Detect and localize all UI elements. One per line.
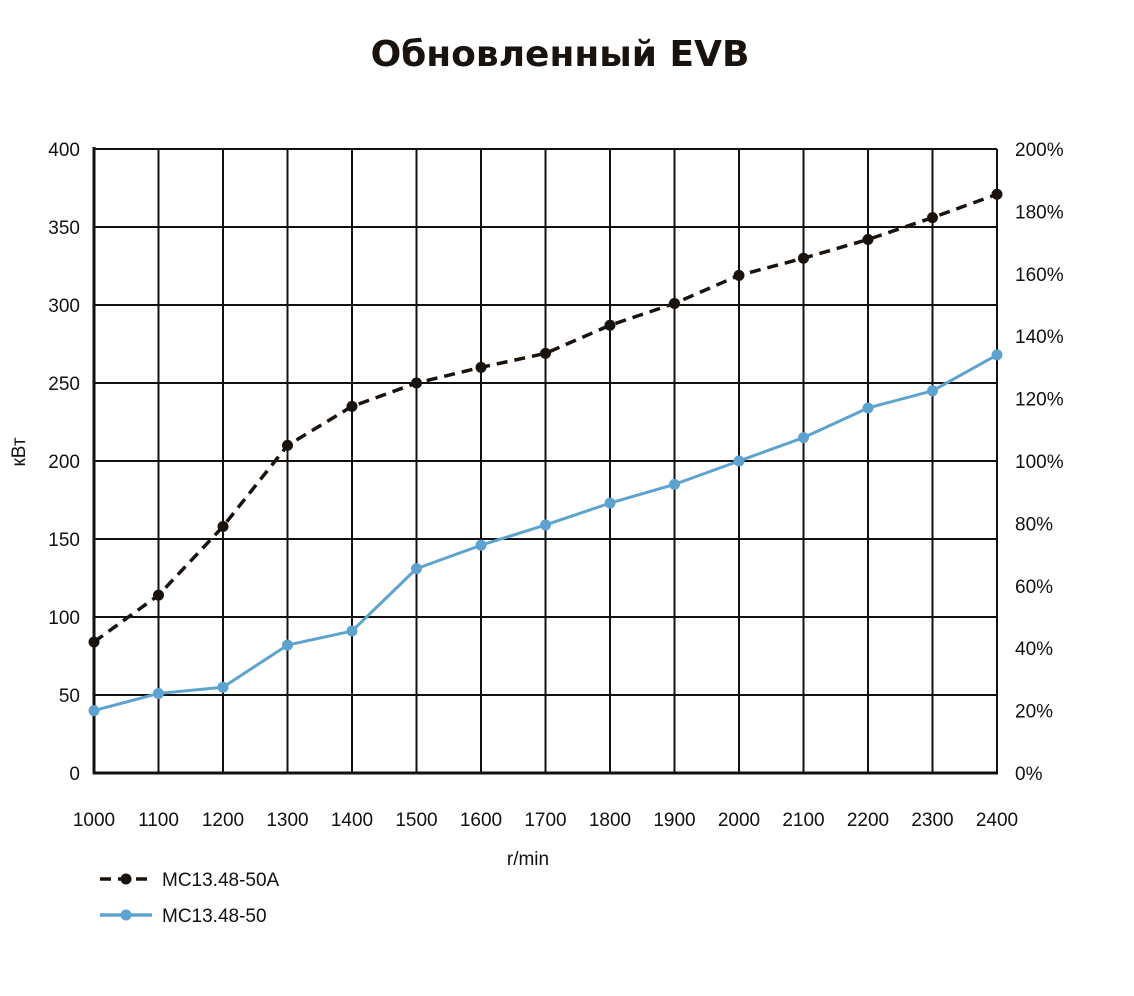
y2-axis-ticks: 0% 20% 40% 60% 80% 100% 120% 140% 160% 180% 200% xyxy=(1015,140,1064,785)
series-group xyxy=(88,188,1003,717)
data-point xyxy=(798,432,809,444)
y2-tick-label: 40% xyxy=(1015,639,1053,660)
y2-tick-label: 100% xyxy=(1015,452,1064,473)
data-point xyxy=(798,252,809,264)
y-axis-label: кВт xyxy=(9,437,30,466)
legend-marker-2 xyxy=(120,909,132,921)
x-tick-label: 2000 xyxy=(718,810,760,831)
legend-marker-1 xyxy=(120,873,132,885)
y2-tick-label: 60% xyxy=(1015,577,1053,598)
y2-tick-label: 120% xyxy=(1015,390,1064,411)
data-point xyxy=(411,563,422,575)
y-tick-label: 50 xyxy=(59,686,80,707)
data-point xyxy=(346,625,358,637)
data-point xyxy=(88,705,100,717)
data-point xyxy=(862,402,874,414)
x-tick-label: 1500 xyxy=(395,810,437,831)
data-point xyxy=(991,349,1003,361)
data-point xyxy=(862,233,874,245)
y2-tick-label: 80% xyxy=(1015,514,1053,535)
x-tick-label: 1300 xyxy=(266,810,308,831)
data-point xyxy=(733,455,745,467)
data-point xyxy=(88,636,100,648)
x-tick-label: 1100 xyxy=(138,810,179,831)
data-point xyxy=(604,497,616,509)
y-tick-label: 400 xyxy=(48,140,80,161)
data-point xyxy=(669,297,680,309)
legend-label-2: MC13.48-50 xyxy=(162,906,267,927)
legend-label-1: MC13.48-50A xyxy=(162,870,280,891)
y2-tick-label: 20% xyxy=(1015,702,1053,723)
data-point xyxy=(282,439,293,451)
y-axis-ticks: 0 50 100 150 200 250 300 350 400 xyxy=(48,140,80,785)
data-point xyxy=(153,687,164,699)
chart-title: Обновленный EVB xyxy=(370,34,750,75)
data-point xyxy=(346,400,358,412)
y2-tick-label: 0% xyxy=(1015,764,1043,785)
series-line-1 xyxy=(92,192,998,644)
y2-tick-label: 200% xyxy=(1015,140,1064,161)
x-tick-label: 1700 xyxy=(524,810,566,831)
x-tick-label: 2200 xyxy=(847,810,889,831)
data-point xyxy=(540,347,551,359)
data-point xyxy=(217,681,229,693)
x-tick-label: 1600 xyxy=(460,810,502,831)
data-point xyxy=(282,639,293,651)
x-tick-label: 1200 xyxy=(202,810,244,831)
y2-tick-label: 160% xyxy=(1015,265,1064,286)
y-tick-label: 350 xyxy=(48,218,80,239)
x-tick-label: 2100 xyxy=(782,810,824,831)
data-point xyxy=(927,385,938,397)
data-point xyxy=(153,589,164,601)
y-tick-label: 250 xyxy=(48,374,80,395)
x-tick-label: 2300 xyxy=(911,810,953,831)
y-tick-label: 150 xyxy=(48,530,80,551)
data-point xyxy=(217,521,229,533)
axes xyxy=(92,147,998,775)
y-tick-label: 200 xyxy=(48,452,80,473)
data-point xyxy=(540,519,551,531)
x-tick-label: 1000 xyxy=(73,810,115,831)
x-tick-label: 2400 xyxy=(976,810,1018,831)
y2-tick-label: 140% xyxy=(1015,327,1064,348)
data-point xyxy=(991,188,1003,200)
x-axis-label: r/min xyxy=(507,849,549,870)
legend: MC13.48-50A MC13.48-50 xyxy=(100,870,280,927)
y-tick-label: 0 xyxy=(69,764,80,785)
data-point xyxy=(411,377,422,389)
x-tick-label: 1900 xyxy=(653,810,695,831)
y2-tick-label: 180% xyxy=(1015,202,1064,223)
y-tick-label: 300 xyxy=(48,296,80,317)
x-axis-ticks: 1000 1100 1200 1300 1400 1500 1600 1700 1800 1900… xyxy=(73,810,1018,831)
x-tick-label: 1400 xyxy=(331,810,373,831)
data-point xyxy=(475,539,487,551)
data-point xyxy=(669,478,680,490)
data-point xyxy=(927,212,938,224)
x-tick-label: 1800 xyxy=(589,810,631,831)
data-point xyxy=(475,361,487,373)
data-point xyxy=(733,269,745,281)
y-tick-label: 100 xyxy=(48,608,80,629)
data-point xyxy=(604,319,616,331)
